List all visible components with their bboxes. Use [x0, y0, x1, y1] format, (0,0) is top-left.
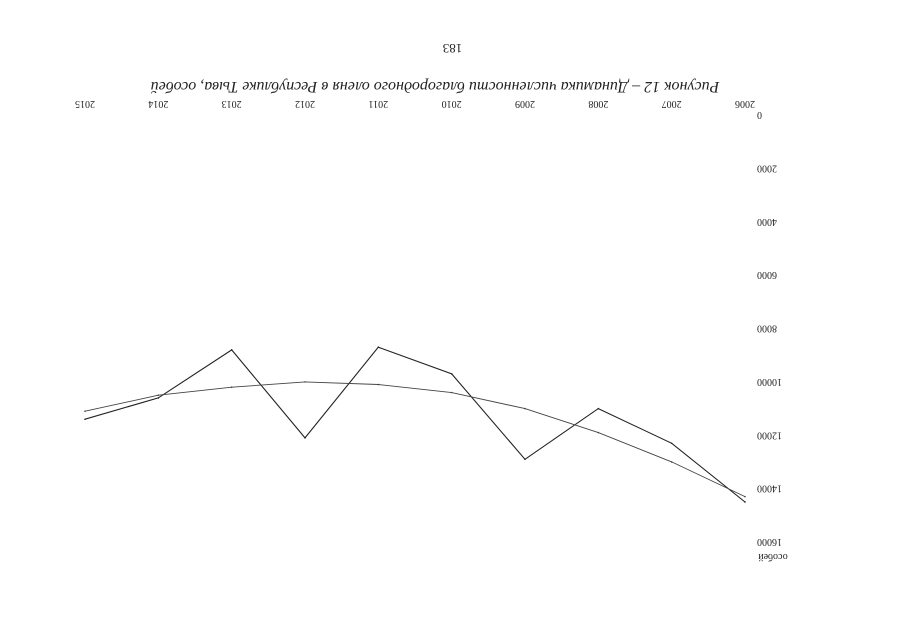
x-tick-label: 2007 [662, 98, 682, 109]
chart-series [84, 346, 746, 503]
y-tick-label: 14000 [757, 483, 782, 494]
data-point [377, 383, 380, 386]
data-point [670, 442, 673, 445]
data-point [84, 418, 86, 421]
y-tick-label: 10000 [757, 376, 782, 387]
data-point [524, 407, 526, 410]
data-point [450, 373, 453, 375]
data-point [304, 381, 306, 383]
x-tick-label: 2008 [588, 98, 608, 109]
data-point [230, 349, 233, 351]
y-tick-label: 2000 [757, 162, 777, 173]
chart-axes: 0 2000 4000 6000 8000 10000 12000 14000 16000 осо… [75, 98, 788, 562]
data-point [597, 431, 600, 434]
series-line-actual [84, 346, 746, 503]
y-tick-label: 6000 [757, 269, 777, 280]
data-point [157, 394, 160, 397]
data-point [304, 437, 306, 439]
x-tick-label: 2013 [222, 98, 242, 109]
y-tick-label: 4000 [757, 216, 777, 227]
data-point [230, 386, 233, 389]
y-tick-label: 0 [757, 109, 762, 120]
data-point [744, 501, 746, 503]
data-point [450, 391, 453, 394]
data-point [744, 495, 746, 498]
data-point [157, 397, 160, 399]
y-tick-label: 8000 [757, 323, 777, 334]
x-tick-label: 2010 [442, 98, 462, 109]
x-tick-label: 2011 [369, 98, 389, 109]
y-axis-label: особей [758, 551, 788, 562]
x-tick-label: 2015 [75, 98, 95, 109]
x-tick-label: 2009 [515, 98, 535, 109]
data-point [524, 458, 526, 461]
x-tick-label: 2006 [735, 98, 755, 109]
x-tick-label: 2012 [295, 98, 315, 109]
y-tick-label: 16000 [757, 536, 782, 547]
y-tick-label: 12000 [757, 429, 782, 440]
data-point [670, 461, 673, 463]
data-point [84, 410, 86, 413]
series-line-trend [84, 381, 746, 498]
x-tick-label: 2014 [148, 98, 168, 109]
data-point [377, 346, 380, 348]
data-point [597, 407, 600, 410]
